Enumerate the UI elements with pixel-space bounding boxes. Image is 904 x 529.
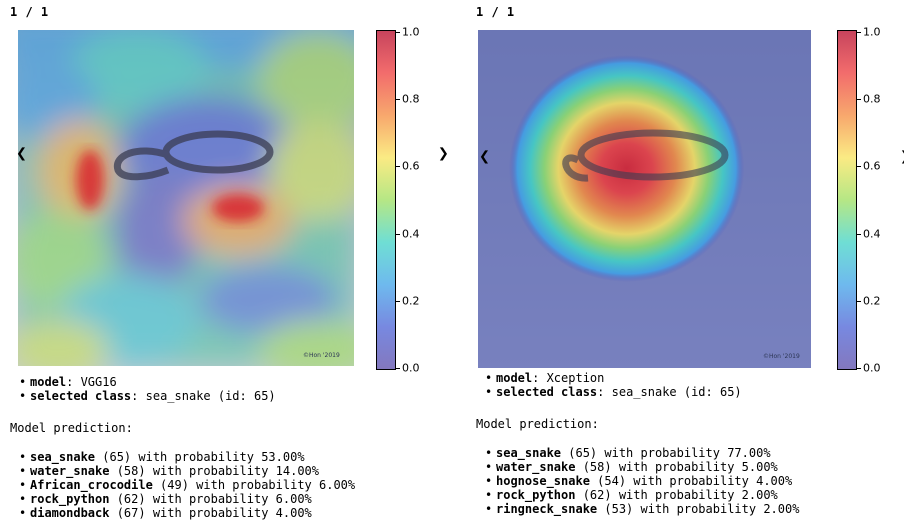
model-info-value: sea_snake (id: 65) xyxy=(138,389,276,403)
prediction-class: rock_python xyxy=(30,492,110,506)
model-info-key: model xyxy=(496,371,533,385)
colorbar-tick-label: 0.0 xyxy=(863,361,881,375)
previous-image-button[interactable]: ❮ xyxy=(16,143,27,164)
prediction-item: rock_python (62) with probability 2.00% xyxy=(485,488,799,502)
model-info-item: model: VGG16 xyxy=(19,375,276,389)
image-watermark: ©Hon '2019 xyxy=(303,352,340,359)
prediction-class: sea_snake xyxy=(30,450,96,464)
model-info-key: model xyxy=(30,375,67,389)
vgg16-saliency-heatmap: ©Hon '2019 xyxy=(18,30,354,366)
prediction-class: hognose_snake xyxy=(496,474,590,488)
colorbar-tick-label: 0.4 xyxy=(863,227,881,241)
colorbar-gradient xyxy=(376,30,396,370)
colorbar-gradient xyxy=(837,30,857,370)
prediction-detail: (65) with probability 53.00% xyxy=(95,450,305,464)
colorbar-tick xyxy=(857,368,861,369)
prediction-item: African_crocodile (49) with probability … xyxy=(19,478,356,492)
colorbar-tick xyxy=(857,99,861,101)
model-info-separator: : xyxy=(131,389,139,403)
colorbar-tick xyxy=(396,99,400,101)
prediction-detail: (54) with probability 4.00% xyxy=(589,474,793,488)
prediction-detail: (62) with probability 2.00% xyxy=(575,488,778,502)
colorbar-tick-label: 0.8 xyxy=(863,92,881,106)
prediction-detail: (67) with probability 4.00% xyxy=(109,506,312,520)
prediction-title: Model prediction: xyxy=(10,421,133,435)
prediction-detail: (58) with probability 14.00% xyxy=(109,464,319,478)
prediction-item: rock_python (62) with probability 6.00% xyxy=(19,492,355,506)
colorbar: 1.0 0.8 0.6 0.4 0.2 0.0 xyxy=(837,26,881,375)
prediction-list: sea_snake (65) with probability 53.00%wa… xyxy=(10,450,355,520)
prediction-list: sea_snake (65) with probability 77.00%wa… xyxy=(476,446,799,516)
colorbar-tick-label: 1.0 xyxy=(863,25,881,39)
prediction-class: water_snake xyxy=(496,460,576,474)
xception-saliency-heatmap: ©Hon '2019 xyxy=(478,30,811,368)
right-panel: 1 / 1 xyxy=(466,0,904,529)
prediction-class: African_crocodile xyxy=(30,478,153,492)
prediction-item: hognose_snake (54) with probability 4.00… xyxy=(485,474,799,488)
model-info: model: Xceptionselected class: sea_snake… xyxy=(476,371,742,399)
model-info-value: sea_snake (id: 65) xyxy=(604,385,742,399)
prediction-detail: (49) with probability 6.00% xyxy=(152,478,356,492)
prediction-detail: (58) with probability 5.00% xyxy=(575,460,778,474)
prediction-item: water_snake (58) with probability 14.00% xyxy=(19,464,355,478)
prediction-detail: (65) with probability 77.00% xyxy=(561,446,771,460)
model-info-key: selected class xyxy=(30,389,132,403)
prediction-item: sea_snake (65) with probability 77.00% xyxy=(485,446,799,460)
left-panel: 1 / 1 xyxy=(0,0,452,529)
colorbar-tick xyxy=(396,368,400,369)
previous-image-button[interactable]: ❮ xyxy=(479,146,490,167)
colorbar-tick-label: 0.6 xyxy=(863,159,881,173)
model-info-key: selected class xyxy=(496,385,598,399)
prediction-class: water_snake xyxy=(30,464,110,478)
prediction-class: diamondback xyxy=(30,506,110,520)
colorbar-tick-label: 0.2 xyxy=(863,294,881,308)
colorbar-tick-label: 0.2 xyxy=(402,294,420,308)
model-info: model: VGG16selected class: sea_snake (i… xyxy=(10,375,276,403)
model-info-item: model: Xception xyxy=(485,371,742,385)
next-image-button[interactable]: ❯ xyxy=(438,143,449,164)
colorbar-tick xyxy=(857,233,861,235)
colorbar-tick xyxy=(857,166,861,168)
colorbar-tick xyxy=(396,300,400,302)
prediction-item: diamondback (67) with probability 4.00% xyxy=(19,506,355,520)
prediction-detail: (53) with probability 2.00% xyxy=(597,502,800,516)
model-info-value: VGG16 xyxy=(73,375,117,389)
colorbar-tick xyxy=(396,32,400,33)
colorbar-tick xyxy=(857,32,861,33)
prediction-detail: (62) with probability 6.00% xyxy=(109,492,312,506)
colorbar: 1.0 0.8 0.6 0.4 0.2 0.0 xyxy=(376,26,420,375)
colorbar-tick xyxy=(857,300,861,302)
colorbar-tick-label: 1.0 xyxy=(402,25,420,39)
colorbar-tick xyxy=(396,233,400,235)
colorbar-tick-label: 0.4 xyxy=(402,227,420,241)
image-counter: 1 / 1 xyxy=(10,5,49,19)
colorbar-tick-label: 0.6 xyxy=(402,159,420,173)
model-info-separator: : xyxy=(66,375,74,389)
prediction-title: Model prediction: xyxy=(476,417,599,431)
colorbar-tick xyxy=(396,166,400,168)
next-image-button[interactable]: ❯ xyxy=(900,148,904,166)
image-counter: 1 / 1 xyxy=(476,5,515,19)
heatmap-image: ©Hon '2019 xyxy=(478,30,811,368)
prediction-class: sea_snake xyxy=(496,446,562,460)
model-info-separator: : xyxy=(597,385,605,399)
model-info-item: selected class: sea_snake (id: 65) xyxy=(485,385,742,399)
colorbar-tick-label: 0.0 xyxy=(402,361,420,375)
prediction-class: rock_python xyxy=(496,488,576,502)
prediction-item: sea_snake (65) with probability 53.00% xyxy=(19,450,355,464)
model-info-separator: : xyxy=(532,371,540,385)
colorbar-tick-label: 0.8 xyxy=(402,92,420,106)
prediction-class: ringneck_snake xyxy=(496,502,598,516)
prediction-item: water_snake (58) with probability 5.00% xyxy=(485,460,799,474)
model-info-value: Xception xyxy=(539,371,605,385)
heatmap-image: ©Hon '2019 xyxy=(18,30,354,366)
image-watermark: ©Hon '2019 xyxy=(763,353,800,360)
prediction-item: ringneck_snake (53) with probability 2.0… xyxy=(485,502,800,516)
model-info-item: selected class: sea_snake (id: 65) xyxy=(19,389,276,403)
